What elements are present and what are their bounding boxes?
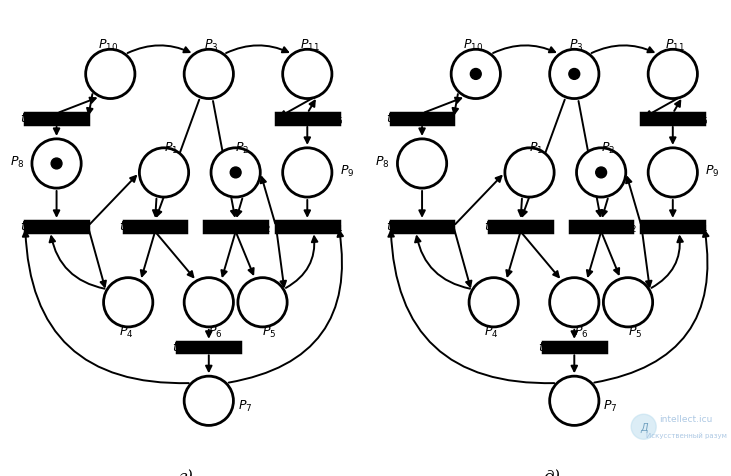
Circle shape — [398, 139, 447, 188]
Text: $P_{\mathregular{2}}$: $P_{\mathregular{2}}$ — [235, 141, 249, 156]
Circle shape — [569, 69, 580, 80]
Circle shape — [505, 149, 554, 198]
Text: $P_{\mathregular{10}}$: $P_{\mathregular{10}}$ — [463, 38, 484, 53]
Text: $P_{\mathregular{8}}$: $P_{\mathregular{8}}$ — [10, 154, 24, 169]
Text: $t_{\mathregular{1}}$: $t_{\mathregular{1}}$ — [119, 219, 130, 234]
Circle shape — [140, 149, 189, 198]
Circle shape — [577, 149, 626, 198]
Text: $t_{\mathregular{7}}$: $t_{\mathregular{7}}$ — [538, 340, 550, 355]
Bar — [642, 114, 704, 125]
Text: $t_{\mathregular{2}}$: $t_{\mathregular{2}}$ — [260, 219, 272, 234]
Circle shape — [469, 278, 518, 327]
Text: $P_{\mathregular{7}}$: $P_{\mathregular{7}}$ — [603, 398, 618, 413]
Text: $t_{\mathregular{6}}$: $t_{\mathregular{6}}$ — [332, 112, 344, 127]
Circle shape — [104, 278, 153, 327]
Bar — [390, 114, 453, 125]
Text: $P_{\mathregular{6}}$: $P_{\mathregular{6}}$ — [574, 324, 588, 339]
Text: $t_{\mathregular{4}}$: $t_{\mathregular{4}}$ — [697, 219, 709, 234]
Text: $P_{\mathregular{7}}$: $P_{\mathregular{7}}$ — [238, 398, 252, 413]
Text: $P_{\mathregular{2}}$: $P_{\mathregular{2}}$ — [601, 141, 615, 156]
Text: $P_{\mathregular{5}}$: $P_{\mathregular{5}}$ — [262, 324, 276, 339]
Circle shape — [648, 50, 697, 99]
Circle shape — [184, 50, 233, 99]
Circle shape — [238, 278, 287, 327]
Text: Искусственный разум: Искусственный разум — [645, 431, 727, 438]
Circle shape — [211, 149, 260, 198]
Text: $P_{\mathregular{5}}$: $P_{\mathregular{5}}$ — [627, 324, 642, 339]
Text: $P_{\mathregular{10}}$: $P_{\mathregular{10}}$ — [98, 38, 118, 53]
Text: $t_{\mathregular{3}}$: $t_{\mathregular{3}}$ — [386, 219, 398, 234]
Text: $t_{\mathregular{1}}$: $t_{\mathregular{1}}$ — [485, 219, 496, 234]
Circle shape — [230, 168, 241, 178]
Text: $P_{\mathregular{4}}$: $P_{\mathregular{4}}$ — [118, 324, 133, 339]
Circle shape — [648, 149, 697, 198]
Circle shape — [283, 149, 332, 198]
Circle shape — [550, 278, 599, 327]
Bar — [204, 221, 267, 232]
Bar — [178, 342, 240, 353]
Text: Д: Д — [640, 422, 648, 432]
Text: г): г) — [179, 468, 194, 476]
Text: $P_{\mathregular{3}}$: $P_{\mathregular{3}}$ — [569, 38, 584, 53]
Text: $P_{\mathregular{9}}$: $P_{\mathregular{9}}$ — [705, 163, 719, 178]
Text: $t_{\mathregular{6}}$: $t_{\mathregular{6}}$ — [697, 112, 709, 127]
Circle shape — [550, 50, 599, 99]
Circle shape — [603, 278, 653, 327]
Circle shape — [283, 50, 332, 99]
Text: д): д) — [543, 468, 561, 476]
Text: $t_{\mathregular{5}}$: $t_{\mathregular{5}}$ — [386, 112, 398, 127]
Text: $P_{\mathregular{1}}$: $P_{\mathregular{1}}$ — [164, 141, 178, 156]
Text: $P_{\mathregular{3}}$: $P_{\mathregular{3}}$ — [204, 38, 219, 53]
Text: $P_{\mathregular{9}}$: $P_{\mathregular{9}}$ — [339, 163, 354, 178]
Text: $t_{\mathregular{5}}$: $t_{\mathregular{5}}$ — [20, 112, 32, 127]
Bar — [642, 221, 704, 232]
Circle shape — [86, 50, 135, 99]
Text: intellect.icu: intellect.icu — [659, 414, 713, 423]
Bar — [489, 221, 552, 232]
Bar — [25, 221, 88, 232]
Text: $P_{\mathregular{1}}$: $P_{\mathregular{1}}$ — [529, 141, 543, 156]
Text: $P_{\mathregular{8}}$: $P_{\mathregular{8}}$ — [375, 154, 390, 169]
Text: $t_{\mathregular{2}}$: $t_{\mathregular{2}}$ — [626, 219, 637, 234]
Circle shape — [451, 50, 501, 99]
Text: $t_{\mathregular{4}}$: $t_{\mathregular{4}}$ — [332, 219, 344, 234]
Circle shape — [596, 168, 607, 178]
Text: $P_{\mathregular{6}}$: $P_{\mathregular{6}}$ — [208, 324, 223, 339]
Text: $P_{\mathregular{11}}$: $P_{\mathregular{11}}$ — [665, 38, 685, 53]
Text: $t_{\mathregular{3}}$: $t_{\mathregular{3}}$ — [20, 219, 32, 234]
Bar — [543, 342, 605, 353]
Circle shape — [184, 278, 233, 327]
Bar — [124, 221, 186, 232]
Circle shape — [470, 69, 481, 80]
Bar — [276, 221, 338, 232]
Bar — [25, 114, 88, 125]
Circle shape — [550, 377, 599, 426]
Bar — [570, 221, 632, 232]
Circle shape — [184, 377, 233, 426]
Bar — [390, 221, 453, 232]
Text: $P_{\mathregular{11}}$: $P_{\mathregular{11}}$ — [300, 38, 319, 53]
Text: $P_{\mathregular{4}}$: $P_{\mathregular{4}}$ — [484, 324, 499, 339]
Text: $t_{\mathregular{7}}$: $t_{\mathregular{7}}$ — [173, 340, 184, 355]
Circle shape — [32, 139, 81, 188]
Bar — [276, 114, 338, 125]
Circle shape — [51, 159, 62, 169]
Circle shape — [631, 414, 656, 439]
